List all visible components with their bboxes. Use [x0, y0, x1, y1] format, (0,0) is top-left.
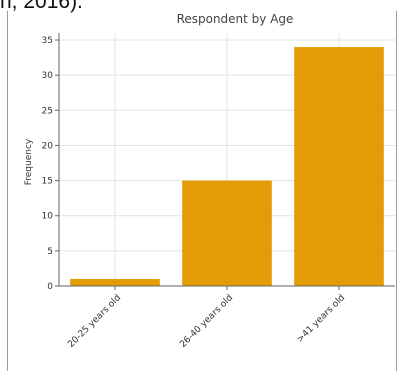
y-tick-labels: 0 5 10 15 20 25 30 35	[42, 36, 54, 292]
x-tick-label: >41 years old	[295, 293, 347, 345]
y-tick-label: 10	[42, 212, 54, 222]
y-tick-label: 25	[42, 106, 53, 116]
y-tick-label: 5	[47, 247, 53, 257]
x-tick-labels: 20-25 years old 26-40 years old >41 years …	[66, 293, 347, 350]
axes	[55, 33, 395, 290]
chart-title: Respondent by Age	[177, 12, 294, 26]
figure-frame	[7, 11, 397, 371]
y-tick-label: 35	[42, 36, 53, 46]
x-tick-label: 20-25 years old	[66, 293, 123, 350]
bar	[294, 47, 384, 286]
x-tick-label: 26-40 years old	[178, 293, 235, 350]
y-axis-label: Frequency	[24, 138, 34, 185]
y-tick-label: 15	[42, 177, 53, 187]
y-tick-label: 0	[47, 282, 53, 292]
caption-fragment: n, 2016).	[0, 0, 83, 13]
y-tick-label: 20	[42, 141, 54, 151]
y-tick-label: 30	[42, 71, 54, 81]
bar	[182, 180, 272, 286]
bars	[70, 47, 384, 286]
bar	[70, 278, 160, 286]
